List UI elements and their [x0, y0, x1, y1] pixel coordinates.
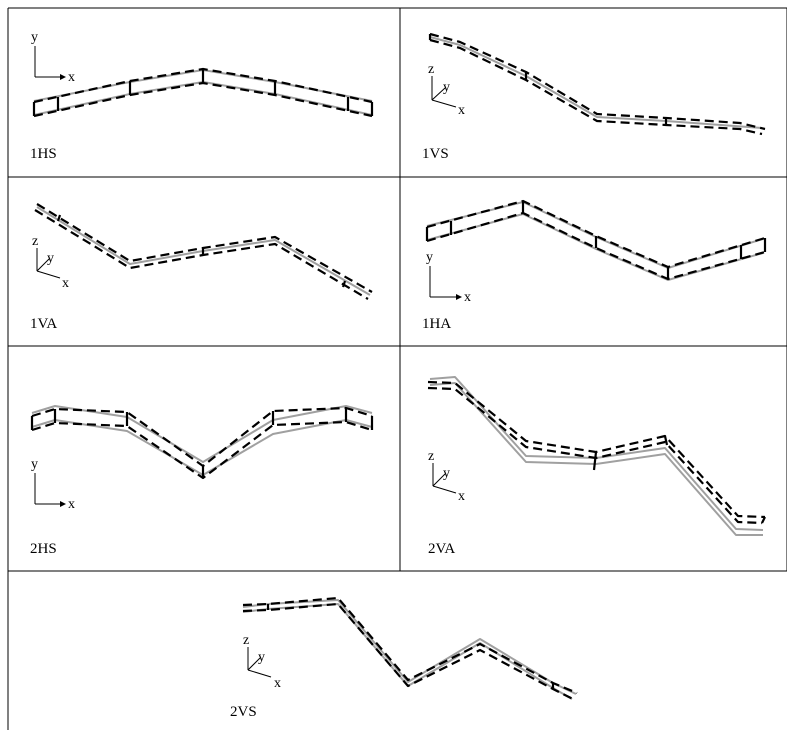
panel-1vs: z y x 1VS — [422, 32, 766, 162]
panel-label: 2VS — [230, 704, 257, 720]
axis-label-x: x — [458, 489, 465, 504]
axis-label-x: x — [68, 70, 75, 85]
panel-label: 1HA — [422, 316, 451, 332]
axis-triad-xy: y x — [426, 250, 471, 305]
panel-1ha: y x 1HA — [422, 199, 767, 332]
panel-label: 1VA — [30, 316, 57, 332]
mode-shape — [428, 32, 766, 136]
axis-label-y: y — [31, 457, 38, 472]
axis-label-x: x — [458, 103, 465, 118]
axis-label-y: y — [443, 466, 450, 481]
axis-label-y: y — [47, 251, 54, 266]
mode-shape — [34, 203, 373, 300]
axis-label-x: x — [464, 290, 471, 305]
panel-2hs: y x 2HS — [30, 405, 374, 557]
axis-label-z: z — [243, 633, 249, 648]
axis-triad-xyz: z y x — [32, 234, 69, 291]
panel-label: 1HS — [30, 146, 57, 162]
axis-label-z: z — [32, 234, 38, 249]
axis-label-y: y — [443, 80, 450, 95]
axis-triad-xyz: z y x — [243, 633, 281, 691]
axis-triad-xyz: z y x — [428, 449, 465, 504]
axis-triad-xy: y x — [31, 457, 75, 512]
undeformed-shape — [429, 36, 763, 129]
axis-label-y: y — [31, 30, 38, 45]
panel-label: 1VS — [422, 146, 449, 162]
panel-label: 2HS — [30, 541, 57, 557]
mode-shape — [425, 199, 767, 281]
panel-1va: z y x 1VA — [30, 203, 373, 332]
axis-label-z: z — [428, 62, 434, 77]
undeformed-shape — [242, 599, 577, 700]
axis-label-y: y — [258, 650, 265, 665]
axis-label-x: x — [274, 676, 281, 691]
axis-label-x: x — [62, 276, 69, 291]
axis-label-y: y — [426, 250, 433, 265]
axis-label-x: x — [68, 497, 75, 512]
axis-triad-xy: y x — [31, 30, 75, 85]
mode-shape — [242, 596, 578, 700]
panel-2va: z y x 2VA — [427, 376, 766, 557]
mode-shape — [32, 67, 374, 118]
panel-label: 2VA — [428, 541, 455, 557]
mode-shape — [30, 406, 374, 480]
panel-2vs: z y x 2VS — [230, 596, 578, 720]
mode-shape — [427, 380, 766, 525]
axis-label-z: z — [428, 449, 434, 464]
axis-triad-xyz: z y x — [428, 62, 465, 118]
table-grid — [7, 7, 787, 730]
panel-1hs: y x 1HS — [30, 30, 374, 162]
